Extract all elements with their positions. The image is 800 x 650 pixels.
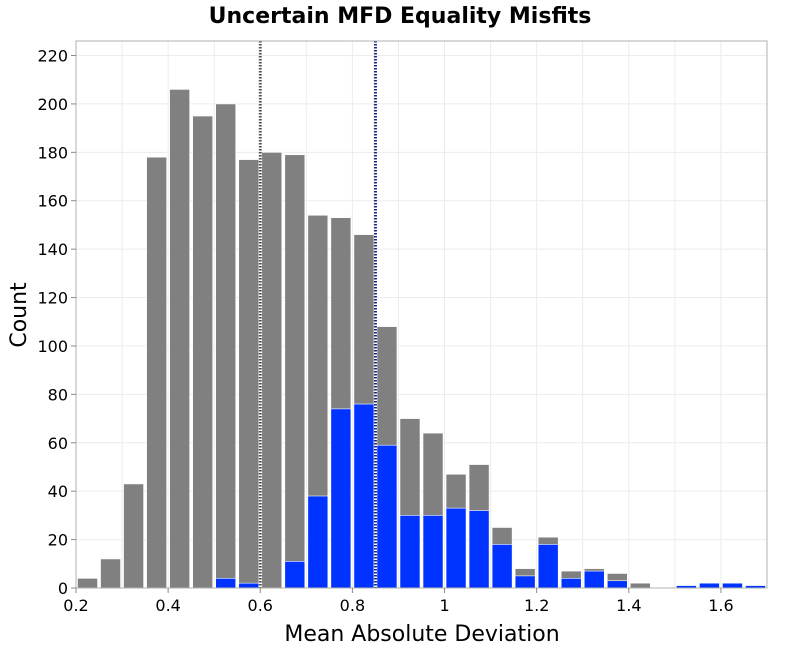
- bar-subset: [606, 580, 628, 589]
- bar-total: [629, 582, 651, 589]
- bar-subset: [353, 403, 375, 589]
- y-axis-label: Count: [7, 282, 32, 348]
- y-tick-label: 140: [37, 240, 68, 259]
- bar-subset: [422, 515, 444, 589]
- bar-subset: [445, 507, 467, 589]
- reference-lines: [258, 41, 377, 588]
- bar-subset: [722, 582, 743, 589]
- x-tick-label: 1.4: [616, 596, 641, 615]
- bar-total: [238, 159, 260, 589]
- bar-total: [123, 483, 144, 589]
- bar-total: [77, 578, 98, 589]
- bar-subset: [376, 444, 398, 589]
- bar-subset: [215, 578, 237, 589]
- y-tick-label: 20: [48, 531, 68, 550]
- y-tick-label: 0: [58, 579, 68, 598]
- bar-total: [169, 89, 190, 589]
- y-tick-label: 160: [37, 192, 68, 211]
- bar-subset: [307, 495, 329, 589]
- bars: [77, 89, 766, 589]
- x-tick-label: 0.6: [248, 596, 273, 615]
- y-tick-label: 220: [37, 47, 68, 66]
- x-tick-label: 0.8: [340, 596, 365, 615]
- bar-total: [215, 103, 237, 589]
- bar-subset: [468, 510, 490, 589]
- bar-total: [146, 156, 167, 589]
- y-tick-label: 80: [48, 385, 68, 404]
- bar-subset: [330, 408, 352, 589]
- y-tick-label: 60: [48, 434, 68, 453]
- bar-total: [284, 154, 306, 589]
- bar-subset: [537, 544, 559, 589]
- y-tick-label: 200: [37, 95, 68, 114]
- bar-subset: [583, 570, 605, 589]
- chart-title: Uncertain MFD Equality Misfits: [209, 4, 592, 29]
- bar-subset: [491, 544, 513, 589]
- y-axis-ticks: 0 20 40 60 80 100 120 140 160 180 200 220: [37, 47, 76, 598]
- x-tick-label: 1.2: [524, 596, 549, 615]
- plot-frame: [75, 40, 768, 589]
- x-tick-label: 0.2: [63, 596, 88, 615]
- bar-total: [261, 152, 283, 589]
- x-axis-ticks: 0.2 0.4 0.6 0.8 1 1.2 1.4 1.6: [63, 588, 734, 615]
- x-tick-label: 1.6: [708, 596, 733, 615]
- x-tick-label: 0.4: [155, 596, 180, 615]
- x-tick-label: 1: [439, 596, 449, 615]
- y-tick-label: 120: [37, 289, 68, 308]
- bar-subset: [399, 515, 421, 589]
- bar-total: [192, 115, 214, 589]
- x-axis-label: Mean Absolute Deviation: [284, 622, 559, 647]
- y-tick-label: 40: [48, 482, 68, 501]
- y-tick-label: 100: [37, 337, 68, 356]
- grid-lines: [75, 41, 768, 589]
- bar-subset: [284, 561, 306, 589]
- bar-subset: [699, 582, 720, 589]
- bar-subset: [560, 578, 582, 589]
- bar-subset: [238, 582, 260, 589]
- bar-total: [100, 558, 121, 589]
- bar-subset: [514, 575, 536, 589]
- y-tick-label: 180: [37, 143, 68, 162]
